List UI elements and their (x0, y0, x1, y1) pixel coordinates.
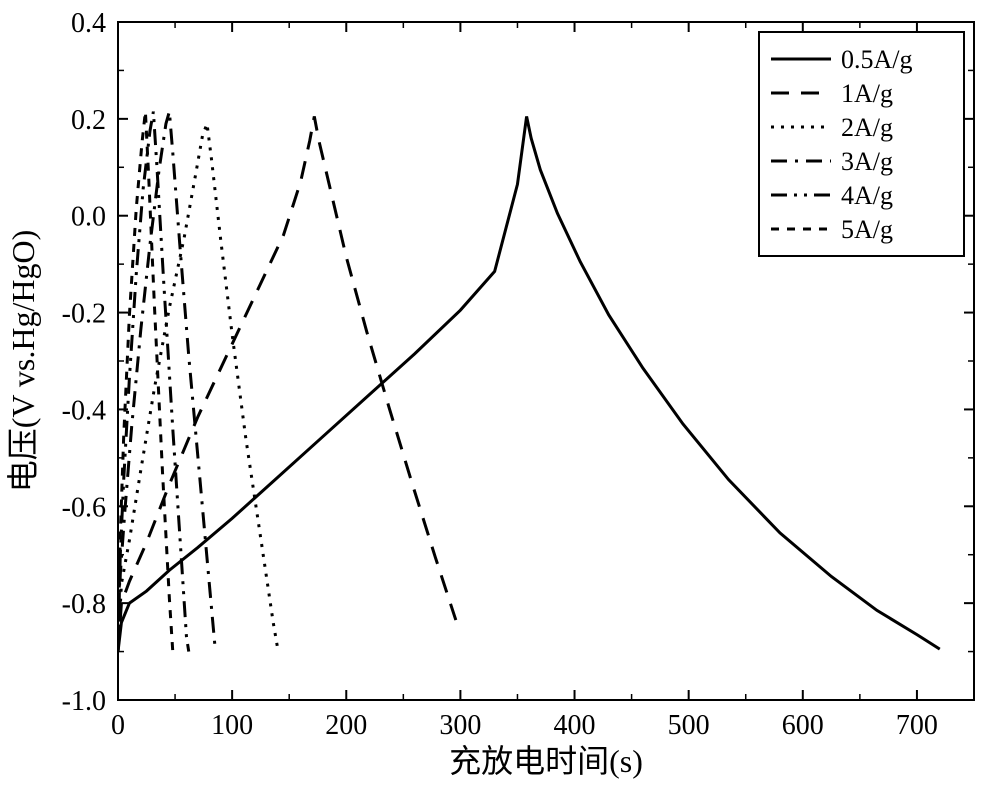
series-5Ag (118, 112, 173, 652)
x-tick-label: 300 (439, 710, 481, 741)
y-tick-label: -0.4 (62, 395, 106, 426)
x-tick-label: 700 (896, 710, 938, 741)
x-axis-title: 充放电时间(s) (449, 743, 643, 779)
gcd-chart: 0 100 200 300 400 500 600 700 -1.0 -0.8 -0.6 -0.4 -0… (0, 0, 1000, 791)
chart-svg: 0 100 200 300 400 500 600 700 -1.0 -0.8 -0.6 -0.4 -0… (0, 0, 1000, 791)
y-tick-label: -0.2 (62, 299, 106, 330)
y-tick-label: -0.8 (62, 589, 106, 620)
y-tick-label: 0.4 (71, 8, 106, 39)
y-tick-label: 0.0 (71, 202, 106, 233)
legend-label: 3A/g (841, 147, 893, 176)
y-tick-label: 0.2 (71, 105, 106, 136)
x-tick-label: 0 (111, 710, 125, 741)
series-05Ag (118, 116, 940, 651)
legend-label: 2A/g (841, 113, 893, 142)
x-tick-label: 600 (782, 710, 824, 741)
series-2Ag (118, 124, 278, 652)
x-tick-label: 100 (211, 710, 253, 741)
series-4Ag (118, 112, 189, 652)
x-tick-label: 400 (554, 710, 596, 741)
y-tick-label: -0.6 (62, 492, 106, 523)
x-tick-label: 200 (325, 710, 367, 741)
legend-label: 1A/g (841, 79, 893, 108)
legend-label: 5A/g (841, 215, 893, 244)
legend-label: 4A/g (841, 181, 893, 210)
x-tick-label: 500 (668, 710, 710, 741)
series-3Ag (118, 112, 215, 652)
legend-label: 0.5A/g (841, 45, 913, 74)
y-tick-label: -1.0 (62, 686, 106, 717)
y-axis-title: 电压(V vs.Hg/HgO) (5, 230, 41, 493)
